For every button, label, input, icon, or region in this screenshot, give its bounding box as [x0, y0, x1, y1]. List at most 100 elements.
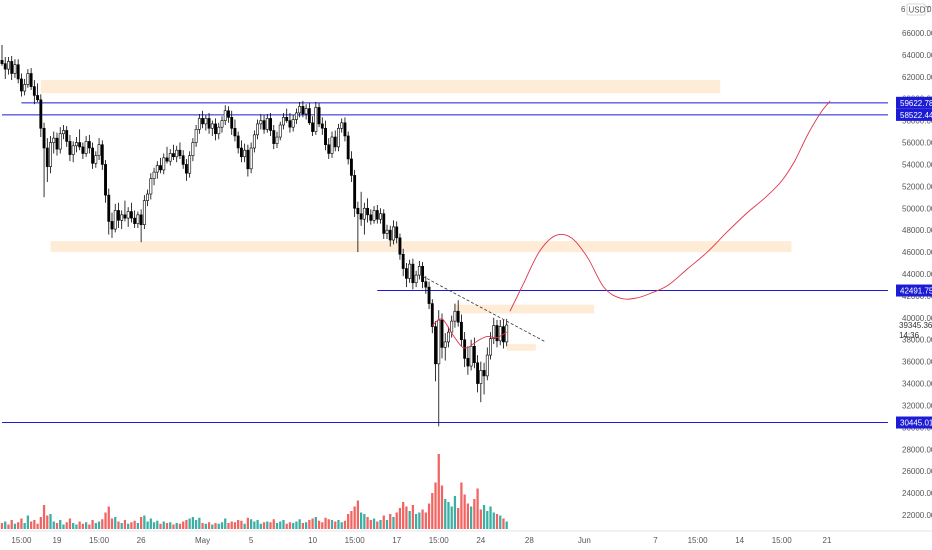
candle-body-152: [492, 325, 496, 339]
time-axis[interactable]: 15:00 19 15:00 26 May 5 10 15:00 17 15:00 24 28 Jun 7…: [11, 536, 832, 545]
x-tick-label: 17: [392, 536, 401, 545]
candle-body-113: [366, 207, 370, 216]
projection-path: [509, 100, 831, 312]
volume-bar-80: [259, 523, 262, 529]
volume-bar-89: [288, 522, 292, 529]
volume-bar-72: [233, 522, 237, 529]
volume-bar-54: [175, 523, 178, 529]
candle-body-13: [42, 127, 46, 149]
volume-bar-20: [65, 522, 68, 529]
candle-body-138: [447, 331, 450, 343]
candle-body-95: [307, 108, 311, 124]
candle-body-12: [39, 99, 43, 129]
candle-body-148: [479, 370, 483, 384]
volume-bar-88: [285, 523, 288, 529]
candle-body-2: [7, 61, 10, 70]
candle-body-154: [498, 326, 502, 342]
volume-bar-12: [39, 517, 42, 529]
volume-bar-38: [123, 520, 127, 529]
x-tick-label: 26: [137, 536, 146, 545]
volume-bar-83: [269, 522, 272, 529]
volume-bar-59: [191, 517, 195, 529]
candle-body-99: [320, 123, 324, 129]
volume-bar-25: [81, 523, 85, 529]
volume-bar-8: [26, 515, 30, 529]
candle-body-144: [466, 358, 470, 367]
candle-body-41: [133, 217, 137, 224]
volume-bar-61: [198, 517, 201, 529]
candle-body-35: [113, 210, 117, 230]
volume-bar-79: [256, 520, 259, 529]
candle-body-27: [87, 141, 91, 149]
volume-bar-91: [295, 521, 298, 529]
volume-bar-30: [97, 521, 101, 529]
candle-body-33: [107, 194, 111, 222]
x-tick-label: May: [195, 536, 210, 545]
volume-bar-75: [243, 523, 246, 529]
volume-bar-95: [308, 520, 311, 529]
candle-body-68: [220, 120, 224, 128]
y-tick-label: 64000.00: [902, 51, 932, 60]
candle-body-1: [3, 63, 7, 70]
candle-body-64: [207, 118, 211, 129]
x-tick-label: 15:00: [688, 536, 709, 545]
volume-bar-156: [505, 521, 508, 529]
candle-body-9: [29, 73, 33, 87]
volume-bar-23: [75, 524, 78, 529]
candle-body-125: [404, 268, 408, 279]
candle-body-48: [155, 165, 159, 173]
current-price-label: 39345.36: [899, 321, 932, 330]
candle-body-121: [392, 226, 395, 241]
candle-body-126: [408, 263, 412, 279]
volume-bar-24: [78, 521, 81, 529]
volume-bar-155: [502, 518, 505, 529]
candle-body-86: [278, 124, 282, 138]
candle-body-84: [272, 130, 276, 144]
volume-bar-120: [389, 514, 392, 529]
volume-bar-4: [13, 523, 17, 529]
y-tick-label: 22000.00: [902, 511, 932, 520]
volume-bar-103: [334, 521, 337, 529]
candle-body-139: [450, 320, 454, 333]
volume-bar-70: [227, 523, 230, 529]
volume-bar-64: [207, 522, 211, 529]
volume-bar-133: [431, 493, 434, 529]
candle-body-103: [333, 136, 337, 148]
x-tick-label: 19: [53, 536, 62, 545]
volume-bar-135: [437, 454, 440, 529]
volume-bar-33: [107, 506, 110, 529]
volume-bar-93: [301, 523, 305, 529]
candle-body-110: [356, 207, 360, 215]
volume-bar-154: [499, 515, 502, 529]
volume-bar-85: [275, 523, 279, 529]
candle-body-21: [68, 141, 72, 155]
volume-bar-130: [421, 509, 424, 529]
volume-bar-131: [424, 512, 427, 529]
candle-body-89: [288, 120, 292, 128]
x-tick-label: 14: [735, 536, 744, 545]
volume-bar-106: [343, 520, 347, 529]
candle-body-31: [100, 144, 104, 165]
candle-body-60: [194, 129, 198, 143]
candle-body-111: [359, 213, 363, 220]
candle-body-55: [178, 149, 182, 156]
x-tick-label: 5: [249, 536, 254, 545]
x-tick-label: 15:00: [345, 536, 366, 545]
candle-body-107: [346, 135, 350, 160]
candle-body-62: [201, 118, 205, 125]
volume-bar-101: [327, 519, 330, 529]
volume-bar-112: [363, 514, 366, 529]
candle-body-4: [13, 64, 17, 74]
y-tick-label: 32000.00: [902, 401, 932, 410]
currency-box[interactable]: [906, 3, 926, 16]
volume-bar-31: [101, 519, 104, 529]
volume-bar-117: [379, 520, 382, 529]
volume-bar-37: [120, 523, 123, 529]
candle-body-51: [165, 157, 169, 162]
candle-body-45: [146, 193, 150, 201]
candle-body-80: [259, 120, 263, 125]
scale-label: 6: [901, 5, 906, 14]
volume-bar-121: [392, 517, 395, 529]
volume-bar-82: [266, 521, 269, 529]
